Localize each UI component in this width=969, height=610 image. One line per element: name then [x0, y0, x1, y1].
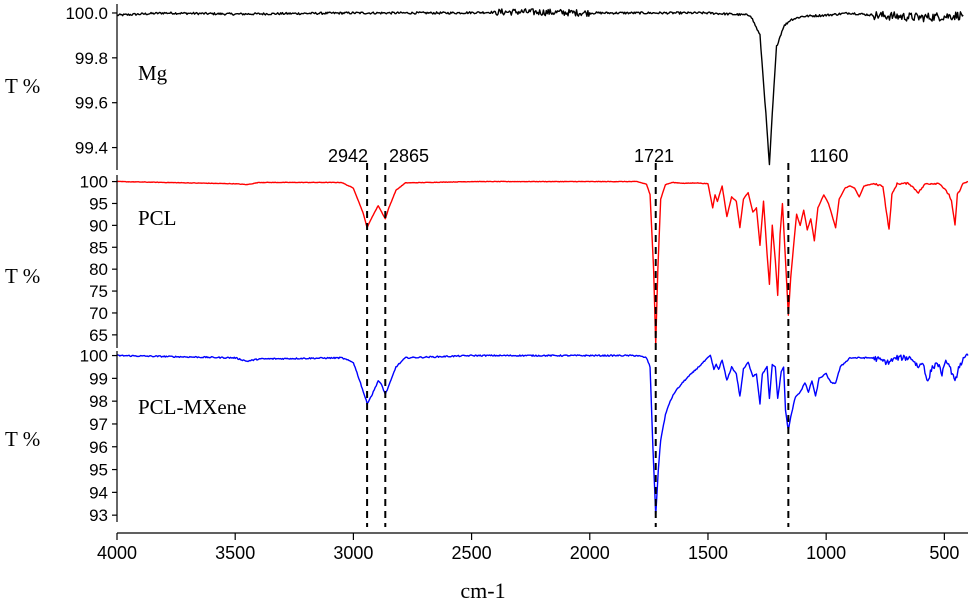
x-tick-label: 3000: [333, 543, 373, 563]
y-axis-label-1: T %: [5, 74, 40, 98]
spectra-layer: [116, 8, 969, 516]
y-tick-label-2: 90: [89, 216, 108, 235]
annotation-label-1160: 1160: [810, 146, 849, 166]
y-tick-label-1: 99.6: [75, 94, 108, 113]
x-tick-label: 3500: [215, 543, 255, 563]
x-tick-label: 500: [929, 543, 959, 563]
y-tick-label-2: 100: [80, 173, 108, 192]
panel-label-3: PCL-MXene: [138, 395, 247, 419]
x-tick-label: 2000: [570, 543, 610, 563]
y-tick-label-3: 96: [89, 438, 108, 457]
x-tick-label: 2500: [452, 543, 492, 563]
annotation-label-2865: 2865: [389, 146, 429, 166]
y-tick-label-3: 93: [89, 506, 108, 525]
y-axis-label-2: T %: [5, 264, 40, 288]
y-tick-label-3: 100: [80, 347, 108, 366]
x-tick-label: 1000: [806, 543, 846, 563]
y-axis-label-3: T %: [5, 427, 40, 451]
panel-label-2: PCL: [138, 206, 177, 230]
axes-layer: [112, 4, 968, 540]
y-tick-label-1: 99.8: [75, 49, 108, 68]
reference-lines-layer: [366, 163, 790, 527]
y-tick-label-2: 80: [89, 260, 108, 279]
series-mg-line: [116, 8, 964, 166]
y-tick-label-2: 95: [89, 194, 108, 213]
y-tick-label-1: 99.4: [75, 139, 108, 158]
series-pcl-line: [116, 180, 969, 345]
y-tick-label-3: 94: [89, 483, 108, 502]
y-tick-label-2: 70: [89, 304, 108, 323]
x-tick-label: 4000: [97, 543, 137, 563]
y-tick-label-2: 65: [89, 326, 108, 345]
annotation-label-1721: 1721: [634, 146, 674, 166]
y-tick-label-3: 98: [89, 392, 108, 411]
y-tick-label-1: 100.0: [65, 4, 108, 23]
y-tick-label-3: 97: [89, 415, 108, 434]
y-tick-label-2: 75: [89, 282, 108, 301]
y-tick-label-3: 99: [89, 369, 108, 388]
annotation-label-2942: 2942: [328, 146, 368, 166]
labels-layer: 99.4 99.6 99.8 100.0 Mg T % 65 70 75 80 85 90 95 100 P…: [5, 4, 959, 603]
y-tick-label-2: 85: [89, 238, 108, 257]
y-tick-label-3: 95: [89, 461, 108, 480]
x-axis-label: cm-1: [460, 578, 505, 603]
panel-label-1: Mg: [138, 61, 168, 85]
x-tick-label: 1500: [688, 543, 728, 563]
series-pcl-mxene-line: [116, 353, 969, 516]
